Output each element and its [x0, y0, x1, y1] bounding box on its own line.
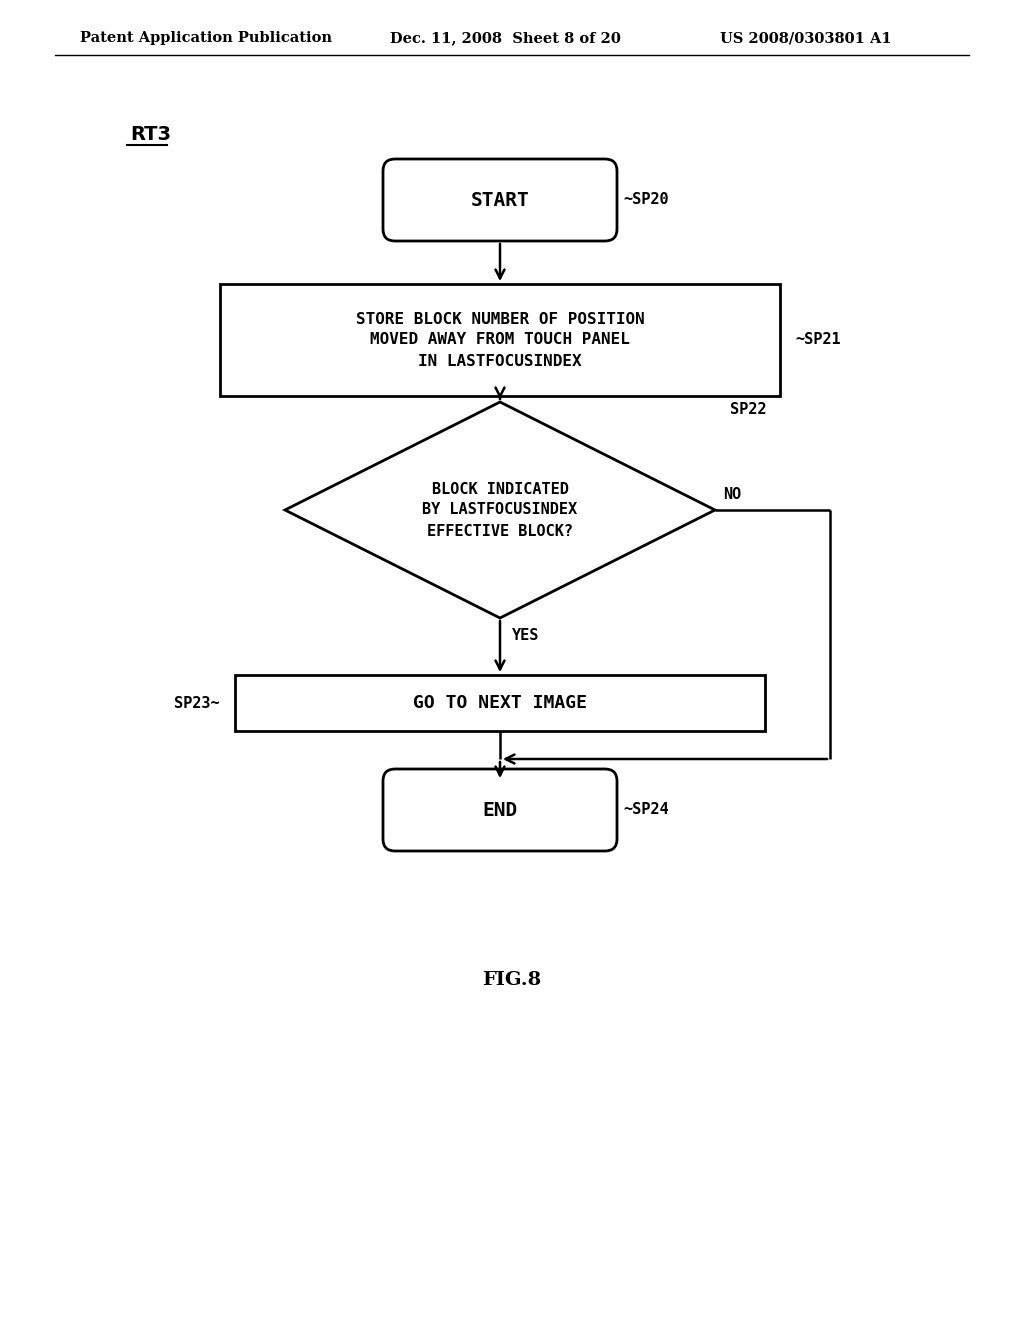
Text: FIG.8: FIG.8: [482, 972, 542, 989]
Text: END: END: [482, 800, 517, 820]
Text: GO TO NEXT IMAGE: GO TO NEXT IMAGE: [413, 694, 587, 711]
Text: RT3: RT3: [130, 125, 171, 144]
Text: START: START: [471, 190, 529, 210]
Text: YES: YES: [512, 628, 540, 643]
Text: ~SP20: ~SP20: [623, 193, 669, 207]
Text: US 2008/0303801 A1: US 2008/0303801 A1: [720, 30, 892, 45]
Text: Dec. 11, 2008  Sheet 8 of 20: Dec. 11, 2008 Sheet 8 of 20: [390, 30, 621, 45]
Bar: [234, 675, 765, 731]
Text: BLOCK INDICATED
BY LASTFOCUSINDEX
EFFECTIVE BLOCK?: BLOCK INDICATED BY LASTFOCUSINDEX EFFECT…: [423, 482, 578, 539]
Text: Patent Application Publication: Patent Application Publication: [80, 30, 332, 45]
Text: SP23~: SP23~: [174, 696, 220, 710]
FancyBboxPatch shape: [383, 158, 617, 242]
Text: STORE BLOCK NUMBER OF POSITION
MOVED AWAY FROM TOUCH PANEL
IN LASTFOCUSINDEX: STORE BLOCK NUMBER OF POSITION MOVED AWA…: [355, 312, 644, 368]
Text: ~SP24: ~SP24: [623, 803, 669, 817]
Polygon shape: [285, 403, 715, 618]
Bar: [220, 284, 780, 396]
Text: ~SP21: ~SP21: [795, 333, 841, 347]
Text: SP22: SP22: [730, 403, 767, 417]
FancyBboxPatch shape: [383, 770, 617, 851]
Text: NO: NO: [723, 487, 741, 502]
